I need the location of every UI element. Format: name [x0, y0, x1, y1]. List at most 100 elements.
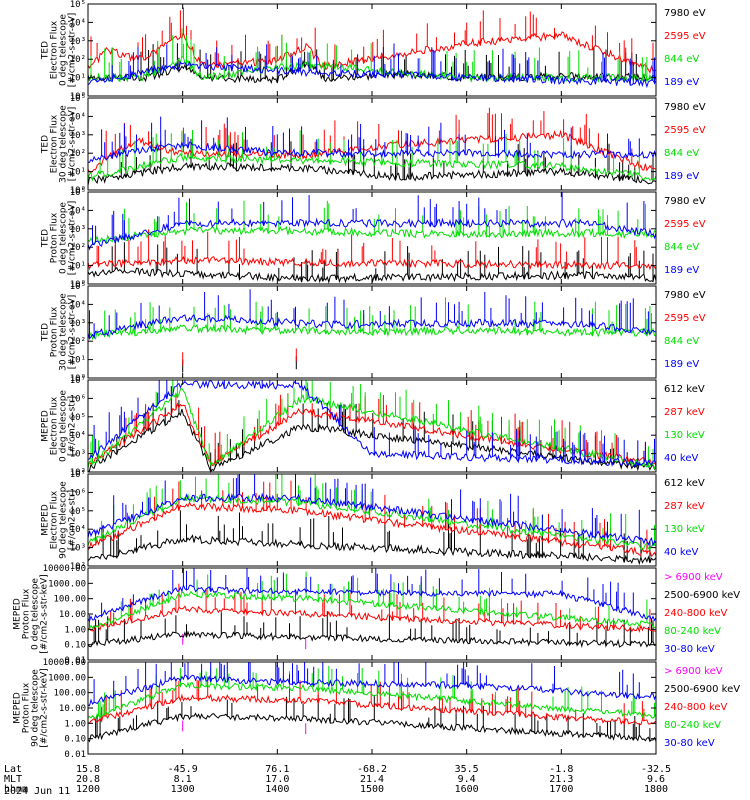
y-tick-label: 0.10: [64, 735, 86, 745]
legend-entry: 2500-6900 keV: [664, 590, 740, 601]
series-2-3-line: [87, 130, 657, 182]
footer-tick-label: 35.5: [455, 764, 479, 775]
y-tick-label: 10³: [70, 450, 86, 460]
footer-tick-label: 1300: [171, 784, 195, 795]
y-tick-label: 10³: [70, 319, 86, 329]
legend-entry: 7980 eV: [664, 290, 706, 301]
y-tick-label: 10⁴: [70, 206, 86, 216]
footer-tick-label: 76.1: [265, 764, 289, 775]
panel-7: 0.010.101.0010.00100.001000.0010000.00ME…: [13, 564, 741, 666]
y-axis-label-line: 0 deg telescope: [59, 14, 69, 86]
y-tick-label: 10⁷: [70, 470, 86, 480]
series-3-4-line: [87, 192, 657, 251]
series-8-2-line: [87, 694, 657, 743]
footer-tick-label: -45.9: [168, 764, 198, 775]
series-4-1-line: [182, 356, 297, 373]
footer-date: 2024 Jun 11: [4, 786, 71, 797]
series-2-2-line: [87, 107, 657, 173]
y-tick-label: 10⁵: [70, 413, 86, 423]
series-6-3-line: [87, 474, 657, 551]
footer-tick-label: 1200: [76, 784, 100, 795]
y-axis-label-line: TED: [41, 229, 51, 248]
y-axis-label: MEPED Electron Flux 0 deg telescope [#/cm2-…: [41, 390, 78, 462]
legend-entry: 2595 eV: [664, 219, 706, 230]
y-tick-label: 10.00: [59, 704, 86, 714]
y-tick-label: 10²: [70, 337, 86, 347]
footer-axis: LatMLThhmm15.820.81200-45.98.1130076.117…: [4, 764, 671, 795]
y-axis-label: MEPED Proton Flux 90 deg telescope [#/cm2-s…: [13, 668, 50, 747]
y-axis-label-line: [#/cm2-s-str-eV]: [68, 13, 78, 88]
legend-entry: > 6900 keV: [664, 666, 723, 677]
y-tick-label: 10⁵: [70, 188, 86, 198]
y-tick-label: 10¹: [70, 168, 86, 178]
legend-entry: 80-240 keV: [664, 720, 721, 731]
y-tick-label: 10²: [70, 243, 86, 253]
panel-1: 10⁰ 10¹ 10² 10³ 10⁴ 10⁵ TED Electron Flux 0 deg …: [41, 0, 706, 102]
y-tick-label: 0.01: [64, 750, 86, 760]
y-tick-label: 10³: [70, 131, 86, 141]
y-axis-label-line: Electron Flux: [50, 114, 60, 173]
legend-entry: 287 keV: [664, 407, 705, 418]
series-7-1-line: [182, 633, 307, 650]
y-axis-label-line: [#/cm2-s-str]: [68, 490, 78, 550]
y-tick-label: 10⁴: [70, 525, 86, 535]
footer-row-label: Lat: [4, 764, 22, 775]
y-axis-label: TED Proton Flux 30 deg telescope [#/cm2-s-s…: [41, 293, 78, 371]
legend-entry: 40 keV: [664, 547, 698, 558]
y-tick-label: 1.00: [64, 625, 86, 635]
y-tick-label: 0.10: [64, 641, 86, 651]
y-axis-label-line: TED: [41, 41, 51, 60]
series-8-1-line: [182, 720, 307, 735]
footer-tick-label: -32.5: [641, 764, 671, 775]
legend-entry: 189 eV: [664, 359, 699, 370]
legend-entry: 2595 eV: [664, 125, 706, 136]
series-1-3-line: [87, 28, 657, 83]
y-tick-label: 10⁰: [70, 374, 86, 384]
y-tick-label: 100.00: [53, 689, 86, 699]
legend-entry: 612 keV: [664, 478, 705, 489]
series-1-4-line: [87, 43, 657, 89]
legend-entry: 844 eV: [664, 242, 699, 253]
legend-entry: 7980 eV: [664, 8, 706, 19]
y-tick-label: 10⁰: [70, 92, 86, 102]
series-8-5-line: [87, 662, 657, 707]
series-5-2-line: [87, 393, 657, 466]
y-tick-label: 10²: [70, 562, 86, 572]
series-4-2-line: [182, 348, 297, 366]
series-5-3-line: [87, 380, 657, 471]
series-3-2-line: [87, 229, 657, 271]
y-axis-label-line: Proton Flux: [22, 682, 32, 733]
y-tick-label: 10¹: [70, 262, 86, 272]
y-axis-label-line: Electron Flux: [50, 20, 60, 79]
y-axis-label-line: 90 deg telescope: [31, 669, 41, 747]
y-axis-label-line: MEPED: [13, 598, 23, 630]
y-tick-label: 10³: [70, 37, 86, 47]
footer-row-label: hhmm: [4, 784, 28, 795]
panel-8: 0.010.101.0010.00100.001000.0010000.00ME…: [13, 658, 741, 760]
footer-tick-label: 20.8: [76, 774, 100, 785]
y-tick-label: 0.01: [64, 656, 86, 666]
footer-tick-label: 9.6: [647, 774, 665, 785]
legend-entry: > 6900 keV: [664, 572, 723, 583]
footer-row-label: MLT: [4, 774, 22, 785]
series-6-4-line: [87, 474, 657, 547]
y-tick-label: 10⁶: [70, 488, 86, 498]
legend-entry: 7980 eV: [664, 102, 706, 113]
y-axis-label: TED Electron Flux 0 deg telescope [#/cm2-s-…: [41, 13, 78, 88]
footer-tick-label: 1600: [455, 784, 479, 795]
y-tick-label: 10⁵: [70, 0, 86, 10]
legend-entry: 130 keV: [664, 524, 705, 535]
y-axis-label: TED Electron Flux 30 deg telescope [#/cm2-s…: [41, 105, 78, 183]
y-tick-label: 10⁴: [70, 300, 86, 310]
series-2-1-line: [87, 138, 657, 186]
series-8-4-line: [87, 665, 657, 720]
y-axis-label-line: Electron Flux: [50, 396, 60, 455]
y-axis-label-line: 90 deg telescope: [59, 481, 69, 559]
y-tick-label: 10⁰: [70, 186, 86, 196]
footer-tick-label: 9.4: [458, 774, 476, 785]
series-7-3-line: [88, 583, 657, 633]
y-tick-label: 1000.00: [48, 673, 86, 683]
